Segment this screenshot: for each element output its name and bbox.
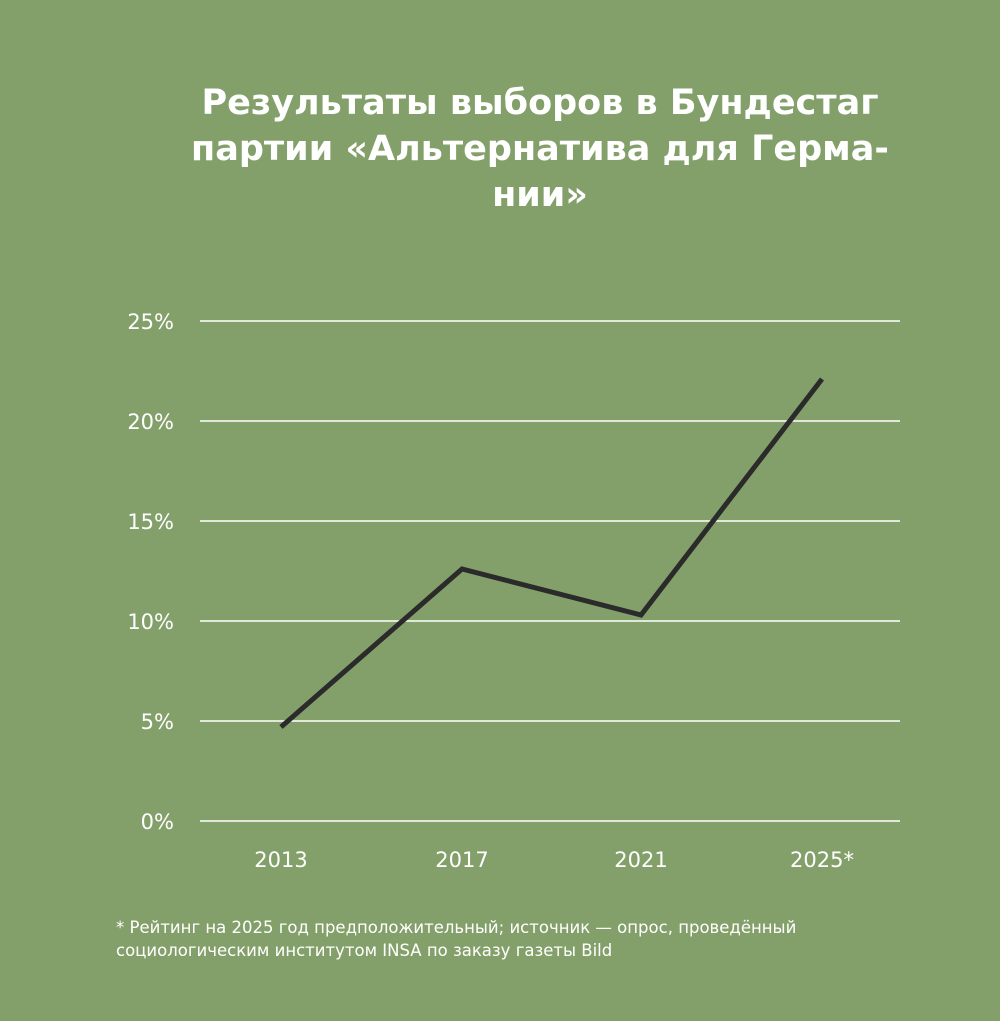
chart-title-line: нии» bbox=[492, 175, 588, 215]
grid-lines bbox=[200, 320, 900, 822]
chart-title: Результаты выборов в Бундестаг партии «А… bbox=[150, 80, 930, 218]
y-tick-label: 20% bbox=[127, 410, 174, 434]
y-tick-label: 10% bbox=[127, 610, 174, 634]
y-axis-tick-labels: 0% 5% 10% 15% 20% 25% bbox=[127, 310, 174, 834]
x-axis-tick-labels: 2013 2017 2021 2025* bbox=[254, 848, 854, 872]
series-layer bbox=[279, 377, 824, 729]
y-tick-label: 0% bbox=[141, 810, 174, 834]
x-tick-label: 2021 bbox=[614, 848, 667, 872]
footnote-line: социологическим институтом INSA по заказ… bbox=[116, 941, 613, 960]
y-tick-label: 5% bbox=[141, 710, 174, 734]
y-tick-label: 25% bbox=[127, 310, 174, 334]
series-line bbox=[279, 377, 824, 729]
footnote: * Рейтинг на 2025 год предположительный;… bbox=[116, 916, 936, 962]
x-tick-label: 2013 bbox=[254, 848, 307, 872]
x-tick-label: 2017 bbox=[435, 848, 488, 872]
x-tick-label: 2025* bbox=[790, 848, 854, 872]
chart-title-line: Результаты выборов в Бундестаг bbox=[201, 83, 879, 123]
chart-title-line: партии «Альтернатива для Герма- bbox=[191, 129, 889, 169]
y-tick-label: 15% bbox=[127, 510, 174, 534]
footnote-line: * Рейтинг на 2025 год предположительный;… bbox=[116, 918, 797, 937]
